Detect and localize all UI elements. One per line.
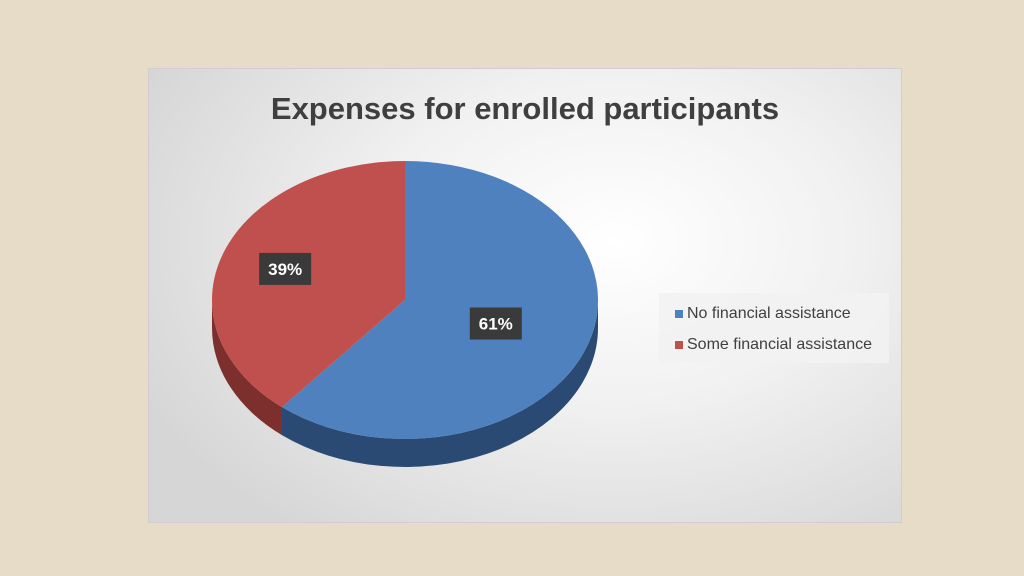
pie-side-no-financial-assistance — [281, 300, 598, 467]
legend: No financial assistance Some financial a… — [659, 293, 889, 363]
legend-label-no-financial-assistance: No financial assistance — [687, 305, 851, 322]
pie-chart: 61% 39% — [212, 161, 598, 467]
pie-tops — [212, 161, 598, 439]
data-label-no-financial-assistance: 61% — [469, 307, 522, 340]
pie-sides — [212, 300, 598, 467]
data-label-box-no-financial-assistance — [469, 307, 522, 340]
legend-swatch-no-financial-assistance — [675, 310, 683, 318]
chart-frame: Expenses for enrolled participants 61% 39… — [148, 68, 902, 523]
legend-item-no-financial-assistance: No financial assistance — [675, 305, 851, 323]
data-label-text-no-financial-assistance: 61% — [479, 315, 513, 334]
data-label-text-some-financial-assistance: 39% — [268, 260, 302, 279]
data-label-some-financial-assistance: 39% — [259, 252, 312, 285]
legend-label-some-financial-assistance: Some financial assistance — [687, 336, 872, 353]
data-label-box-some-financial-assistance — [259, 252, 312, 285]
legend-swatch-some-financial-assistance — [675, 341, 683, 349]
chart-title: Expenses for enrolled participants — [270, 91, 780, 126]
legend-item-some-financial-assistance: Some financial assistance — [675, 336, 872, 354]
pie-slice-no-financial-assistance — [281, 161, 598, 439]
pie-side-some-financial-assistance — [212, 300, 282, 436]
pie-labels: 61% 39% — [259, 252, 522, 340]
